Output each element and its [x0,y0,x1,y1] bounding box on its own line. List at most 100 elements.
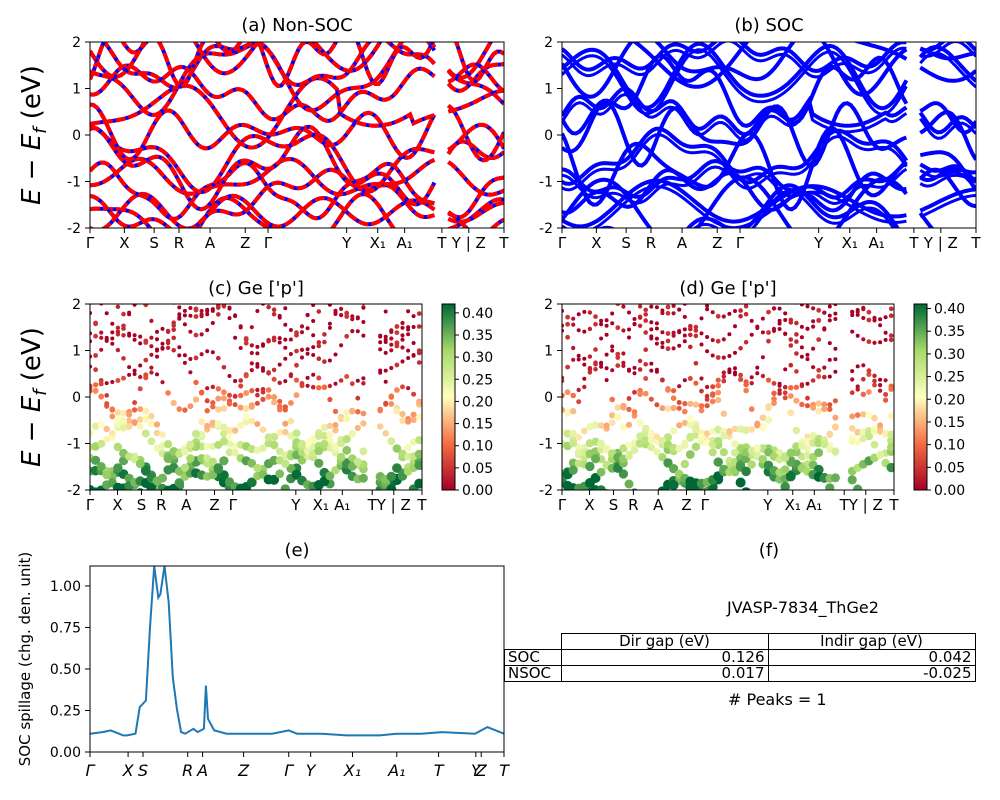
projection-point [815,407,823,415]
projection-point [325,471,335,481]
projection-point [660,345,665,350]
band-line-dashed [447,211,504,228]
projection-point [159,431,166,438]
colorbar-tick-label: 0.20 [934,392,965,408]
projection-point [242,405,250,412]
projection-point [883,392,889,397]
projection-point [342,435,351,444]
projection-point [733,324,737,329]
projection-point [866,389,872,395]
projection-point [193,332,199,338]
projection-point [811,324,816,329]
projection-point [192,396,200,403]
projection-point [277,315,282,320]
projection-point [671,333,676,338]
projection-point [414,460,422,470]
projection-point [870,428,879,436]
projection-point [747,460,756,469]
band-line [919,101,976,135]
projection-point [406,348,411,353]
projection-point [886,462,894,473]
projection-point [416,311,422,316]
projection-point [92,388,99,394]
projection-point [576,399,582,405]
row-label-nsoc: NSOC [504,665,562,682]
projection-point [226,427,233,434]
projection-point [727,370,732,375]
projection-point [883,378,888,383]
projection-point [827,313,832,318]
projection-point [682,333,687,338]
projection-point [733,309,737,313]
projection-point [777,383,782,388]
projection-point [688,332,693,338]
projection-point [282,428,289,436]
projection-point [253,497,262,506]
projection-point [604,378,609,383]
projection-point [710,391,716,397]
projection-point [155,372,159,377]
projection-point [766,330,771,335]
projection-point [377,423,384,430]
projection-point [322,332,327,337]
band-line [919,187,976,213]
projection-point [127,372,132,377]
panel-b-xtick-label: R [646,234,656,252]
panel-e-xtick-label: T [499,761,510,780]
projection-point [887,442,894,452]
projection-point [314,432,323,440]
projection-point [208,457,217,466]
projection-point [227,316,232,321]
projection-point [293,392,300,399]
projection-point [721,370,726,375]
projection-point [220,395,227,402]
band-line [919,167,976,183]
projection-point [750,273,754,277]
projection-point [349,408,356,415]
projection-point [411,341,416,345]
projection-point [99,335,104,340]
projection-point [599,364,604,369]
projection-point [327,325,332,330]
projection-point [286,464,296,473]
projection-point [255,362,260,366]
projection-point [241,491,251,501]
projection-point [576,328,581,333]
projection-point [850,310,855,315]
projection-point [205,386,210,391]
projection-point [326,436,334,444]
col-indir-gap: Indir gap (eV) [767,633,976,650]
projection-point [654,305,659,310]
projection-point [410,416,417,424]
panel-b-xtick-label: X [591,234,601,252]
projection-point [610,348,615,353]
projection-point [671,311,676,316]
projection-point [721,378,727,384]
projection-point [715,377,721,383]
projection-point [754,420,761,427]
projection-point [649,320,654,325]
projection-point [282,404,288,410]
projection-point [825,483,835,490]
projection-point [649,368,654,373]
material-name: JVASP-7834_ThGe2 [727,598,879,617]
projection-point [849,390,855,396]
projection-point [216,355,221,361]
projection-point [339,306,344,311]
projection-point [149,335,154,340]
projection-point [299,381,305,386]
projection-point [777,321,782,326]
projection-point [255,309,260,313]
projection-point [637,323,643,328]
projection-point [727,311,732,316]
panel-e-title: (e) [284,540,310,561]
projection-point [731,440,739,448]
panel-d-xtick-label: R [628,496,638,514]
projection-point [632,365,637,370]
projection-point [309,436,317,444]
projection-point [821,401,828,408]
projection-point [792,442,801,451]
projection-point [888,306,894,312]
projection-point [704,393,710,399]
